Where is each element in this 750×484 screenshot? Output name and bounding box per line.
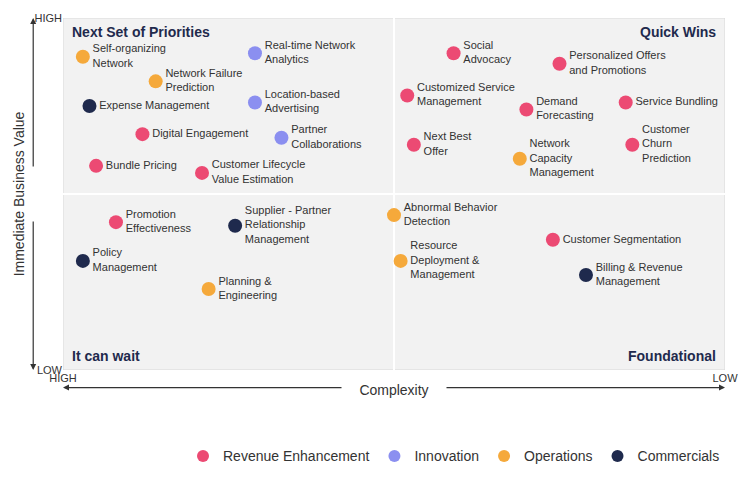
svg-text:Customer Segmentation: Customer Segmentation xyxy=(563,233,682,245)
svg-text:PromotionEffectiveness: PromotionEffectiveness xyxy=(126,208,192,234)
svg-text:Complexity: Complexity xyxy=(359,382,428,398)
svg-text:HIGH: HIGH xyxy=(35,12,63,24)
svg-text:CustomerChurnPrediction: CustomerChurnPrediction xyxy=(642,123,691,164)
svg-text:Supplier - PartnerRelationship: Supplier - PartnerRelationshipManagement xyxy=(245,204,332,245)
svg-text:It can wait: It can wait xyxy=(72,348,140,364)
svg-text:Next Set of Priorities: Next Set of Priorities xyxy=(72,24,210,40)
svg-text:Network FailurePrediction: Network FailurePrediction xyxy=(165,67,242,93)
svg-text:Next BestOffer: Next BestOffer xyxy=(424,130,472,156)
svg-text:Planning &Engineering: Planning &Engineering xyxy=(218,275,277,301)
svg-text:Personalized Offersand Promoti: Personalized Offersand Promotions xyxy=(569,49,666,75)
svg-text:Real-time NetworkAnalytics: Real-time NetworkAnalytics xyxy=(265,39,356,65)
svg-text:HIGH: HIGH xyxy=(49,372,77,384)
svg-text:Digital Engagement: Digital Engagement xyxy=(152,127,248,139)
svg-text:LOW: LOW xyxy=(712,372,738,384)
svg-text:Abnormal BehaviorDetection: Abnormal BehaviorDetection xyxy=(404,201,498,227)
svg-text:LOW: LOW xyxy=(37,364,63,376)
svg-text:Location-basedAdvertising: Location-basedAdvertising xyxy=(265,88,340,114)
svg-text:Operations: Operations xyxy=(524,448,592,464)
svg-text:Commercials: Commercials xyxy=(638,448,720,464)
svg-text:Billing & RevenueManagement: Billing & RevenueManagement xyxy=(596,261,683,287)
svg-text:ResourceDeployment &Management: ResourceDeployment &Management xyxy=(410,239,480,280)
svg-text:Immediate Business Value: Immediate Business Value xyxy=(11,111,27,276)
svg-text:Service Bundling: Service Bundling xyxy=(635,95,718,107)
svg-text:Customer LifecycleValue Estima: Customer LifecycleValue Estimation xyxy=(212,158,306,184)
svg-text:DemandForecasting: DemandForecasting xyxy=(536,95,593,121)
svg-text:Innovation: Innovation xyxy=(414,448,479,464)
svg-text:Self-organizingNetwork: Self-organizingNetwork xyxy=(93,42,166,68)
svg-text:Expense Management: Expense Management xyxy=(99,99,209,111)
svg-text:Customized ServiceManagement: Customized ServiceManagement xyxy=(417,81,515,107)
svg-text:NetworkCapacityManagement: NetworkCapacityManagement xyxy=(530,137,594,178)
svg-text:Revenue Enhancement: Revenue Enhancement xyxy=(223,448,369,464)
svg-text:PartnerCollaborations: PartnerCollaborations xyxy=(291,123,362,149)
svg-text:SocialAdvocacy: SocialAdvocacy xyxy=(463,39,511,65)
svg-text:Quick Wins: Quick Wins xyxy=(640,24,716,40)
svg-text:Bundle Pricing: Bundle Pricing xyxy=(106,159,177,171)
svg-text:Foundational: Foundational xyxy=(628,348,716,364)
svg-text:PolicyManagement: PolicyManagement xyxy=(93,246,157,272)
